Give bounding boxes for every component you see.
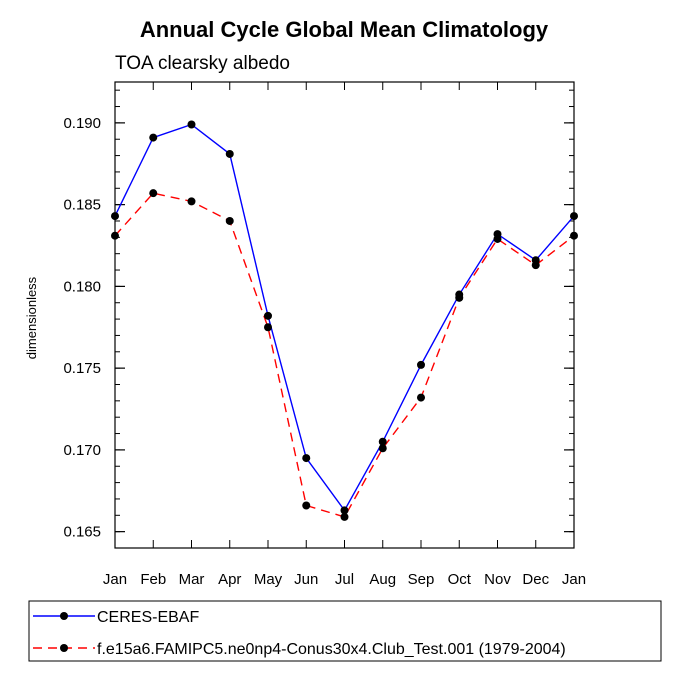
x-tick-label: Jun [294, 571, 318, 588]
x-tick-label: Aug [369, 571, 396, 588]
data-point-series-0 [302, 454, 311, 463]
data-point-series-0 [149, 133, 158, 142]
data-point-series-1 [417, 393, 425, 402]
y-tick-label: 0.185 [63, 197, 101, 214]
x-tick-label: Feb [140, 571, 166, 588]
data-point-series-1 [149, 189, 158, 198]
y-tick-label: 0.165 [63, 524, 101, 541]
data-point-series-0 [570, 212, 578, 221]
legend-box [28, 600, 662, 662]
legend-label-0: CERES-EBAF [97, 609, 199, 626]
data-point-series-0 [225, 149, 234, 158]
legend-label-1: f.e15a6.FAMIPC5.ne0np4-Conus30x4.Club_Te… [97, 641, 566, 658]
x-tick-label: Apr [218, 571, 241, 588]
data-point-series-1 [111, 231, 119, 240]
data-point-series-1 [340, 512, 349, 521]
x-tick-label: Dec [522, 571, 549, 588]
x-tick-label: Jul [335, 571, 354, 588]
plot-area: Jan Feb Mar Apr May Jun Jul Aug Sep Oct Nov Dec Jan 0… [63, 81, 586, 588]
data-point-series-1 [187, 197, 196, 206]
x-tick-label: Oct [448, 571, 472, 588]
y-tick-label: 0.170 [63, 442, 101, 459]
chart-title: Annual Cycle Global Mean Climatology [140, 17, 549, 42]
y-tick-label: 0.190 [63, 115, 101, 132]
legend-marker-0 [60, 612, 68, 620]
data-point-series-0 [187, 120, 196, 129]
data-point-series-1 [455, 293, 464, 302]
data-point-series-0 [264, 311, 272, 320]
legend-marker-1 [60, 644, 68, 652]
data-point-series-1 [493, 234, 502, 243]
data-point-series-0 [417, 360, 425, 369]
chart-subtitle: TOA clearsky albedo [115, 53, 290, 74]
data-point-series-1 [302, 501, 311, 510]
x-tick-label: Jan [103, 571, 127, 588]
x-tick-label: Sep [408, 571, 435, 588]
data-point-series-1 [531, 261, 540, 270]
legend: CERES-EBAF f.e15a6.FAMIPC5.ne0np4-Conus30… [28, 600, 662, 662]
x-tick-label: Mar [179, 571, 205, 588]
y-tick-label: 0.175 [63, 360, 101, 377]
data-point-series-0 [340, 506, 349, 515]
data-point-series-1 [570, 231, 578, 240]
x-tick-label: Nov [484, 571, 511, 588]
y-tick-label: 0.180 [63, 278, 101, 295]
series-line-0 [114, 123, 575, 512]
data-point-series-1 [264, 323, 272, 332]
plot-frame [114, 81, 575, 549]
data-point-series-1 [378, 444, 387, 453]
series-line-1 [114, 192, 575, 518]
data-point-series-0 [111, 212, 119, 221]
x-tick-label: May [254, 571, 283, 588]
data-point-series-1 [225, 216, 234, 225]
data-point-series-0 [378, 437, 387, 446]
x-tick-label: Jan [562, 571, 586, 588]
y-axis-label: dimensionless [24, 276, 39, 359]
